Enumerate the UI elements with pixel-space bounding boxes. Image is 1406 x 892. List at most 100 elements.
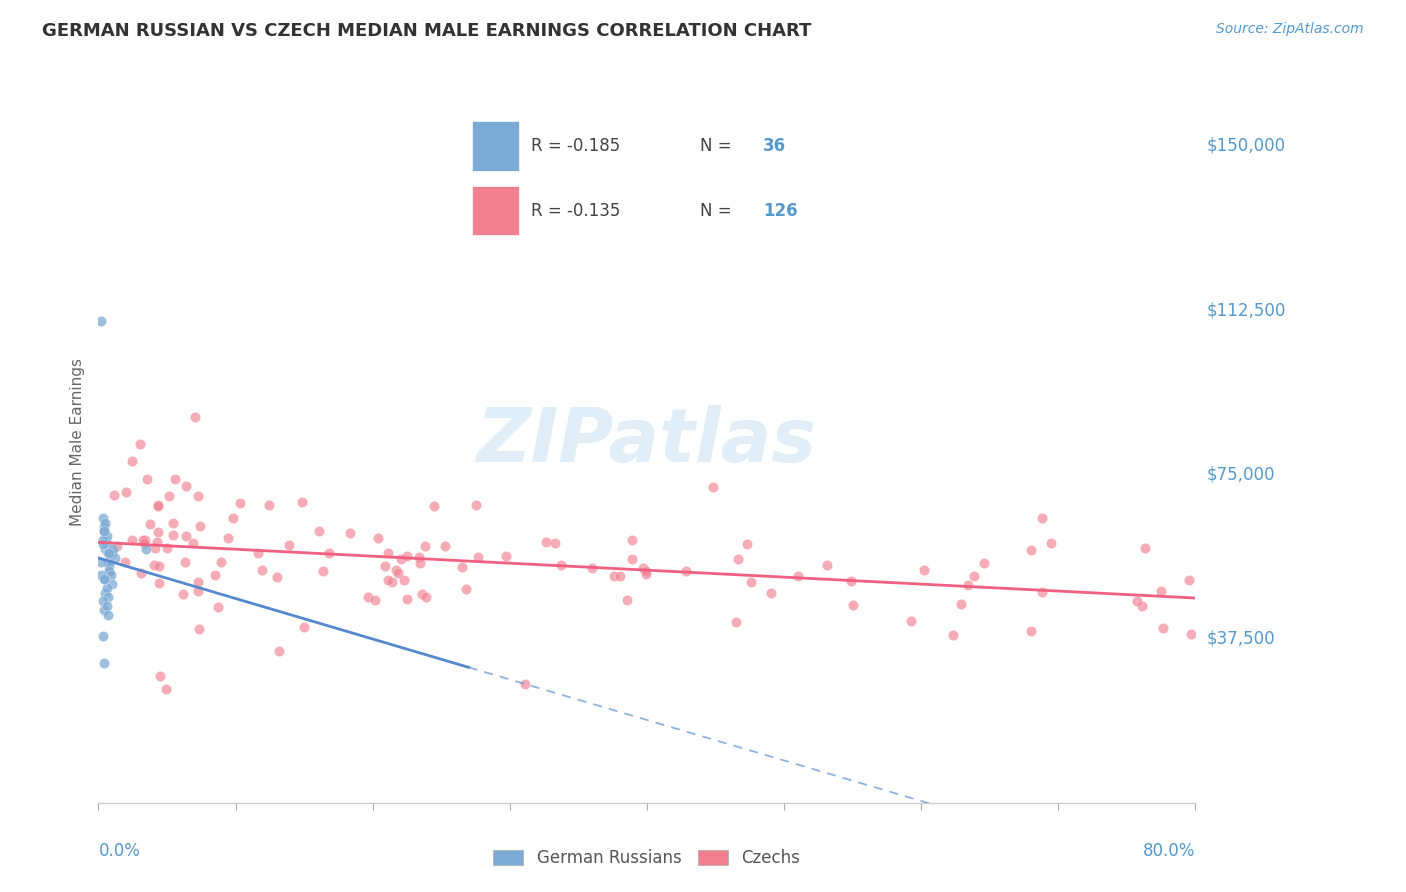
Point [146,535,169,549]
Point [339,526,361,541]
Point [451,559,474,574]
Point [433,539,456,553]
Text: GERMAN RUSSIAN VS CZECH MEDIAN MALE EARNINGS CORRELATION CHART: GERMAN RUSSIAN VS CZECH MEDIAN MALE EARN… [42,22,811,40]
Point [257,498,280,512]
Point [181,536,204,550]
Point [104,550,127,565]
Point [143,541,166,556]
Point [155,681,177,696]
Point [581,561,603,575]
Point [121,454,143,468]
Point [91,533,114,547]
Point [162,527,184,541]
Point [188,622,211,636]
Text: 36: 36 [763,136,786,154]
Point [187,575,209,590]
Point [550,558,572,572]
Point [636,564,658,578]
Point [91,537,114,551]
Point [187,584,209,599]
Point [97,607,120,622]
Point [129,566,152,580]
Point [1125,594,1147,608]
Point [620,533,643,548]
Point [96,537,118,551]
Point [142,558,165,572]
Point [94,573,117,587]
Point [735,537,758,551]
Point [377,546,399,560]
Point [165,472,187,486]
Point [534,535,557,549]
Point [1150,583,1173,598]
Point [464,498,486,512]
Point [456,582,478,597]
Point [96,599,118,613]
Point [364,592,387,607]
Point [815,558,838,572]
Point [621,552,644,566]
Point [415,590,437,604]
Point [387,566,409,580]
Point [675,565,697,579]
Point [266,569,288,583]
Point [100,568,122,582]
Point [97,590,120,604]
Point [1019,624,1042,638]
Point [385,563,408,577]
Point [495,549,517,564]
Point [900,614,922,628]
Point [702,480,724,494]
Point [174,479,197,493]
Point [1135,541,1157,555]
Text: ZIPatlas: ZIPatlas [477,405,817,478]
Point [229,496,252,510]
Point [963,569,986,583]
Point [105,539,128,553]
Point [222,511,245,525]
Text: $75,000: $75,000 [1206,466,1275,483]
Point [247,546,270,560]
Text: R = -0.185: R = -0.185 [531,136,620,154]
Point [135,541,157,556]
Point [1132,599,1154,613]
Point [176,529,198,543]
Point [90,555,112,569]
Point [101,577,124,591]
Point [377,573,399,587]
Point [603,569,626,583]
Point [94,516,117,530]
Point [98,564,121,578]
Point [114,555,136,569]
Point [134,533,156,548]
Point [277,538,299,552]
Point [942,628,965,642]
Point [392,573,415,587]
Point [1019,542,1042,557]
Point [207,599,229,614]
Text: R = -0.135: R = -0.135 [531,202,620,220]
Point [740,575,762,590]
Point [97,555,120,569]
Point [139,517,162,532]
Text: N =: N = [700,202,731,220]
Legend: German Russians, Czechs: German Russians, Czechs [486,843,807,874]
Point [128,436,150,450]
Point [98,546,121,560]
Bar [472,186,519,235]
Point [132,533,155,547]
Point [513,676,536,690]
Bar [472,121,519,171]
Point [1180,626,1202,640]
Point [381,575,404,590]
Point [96,581,118,595]
Point [842,598,865,612]
Point [93,656,115,670]
Point [957,578,980,592]
Point [101,546,124,560]
Point [357,590,380,604]
Point [609,569,631,583]
Point [973,556,995,570]
Point [267,644,290,658]
Point [146,498,169,512]
